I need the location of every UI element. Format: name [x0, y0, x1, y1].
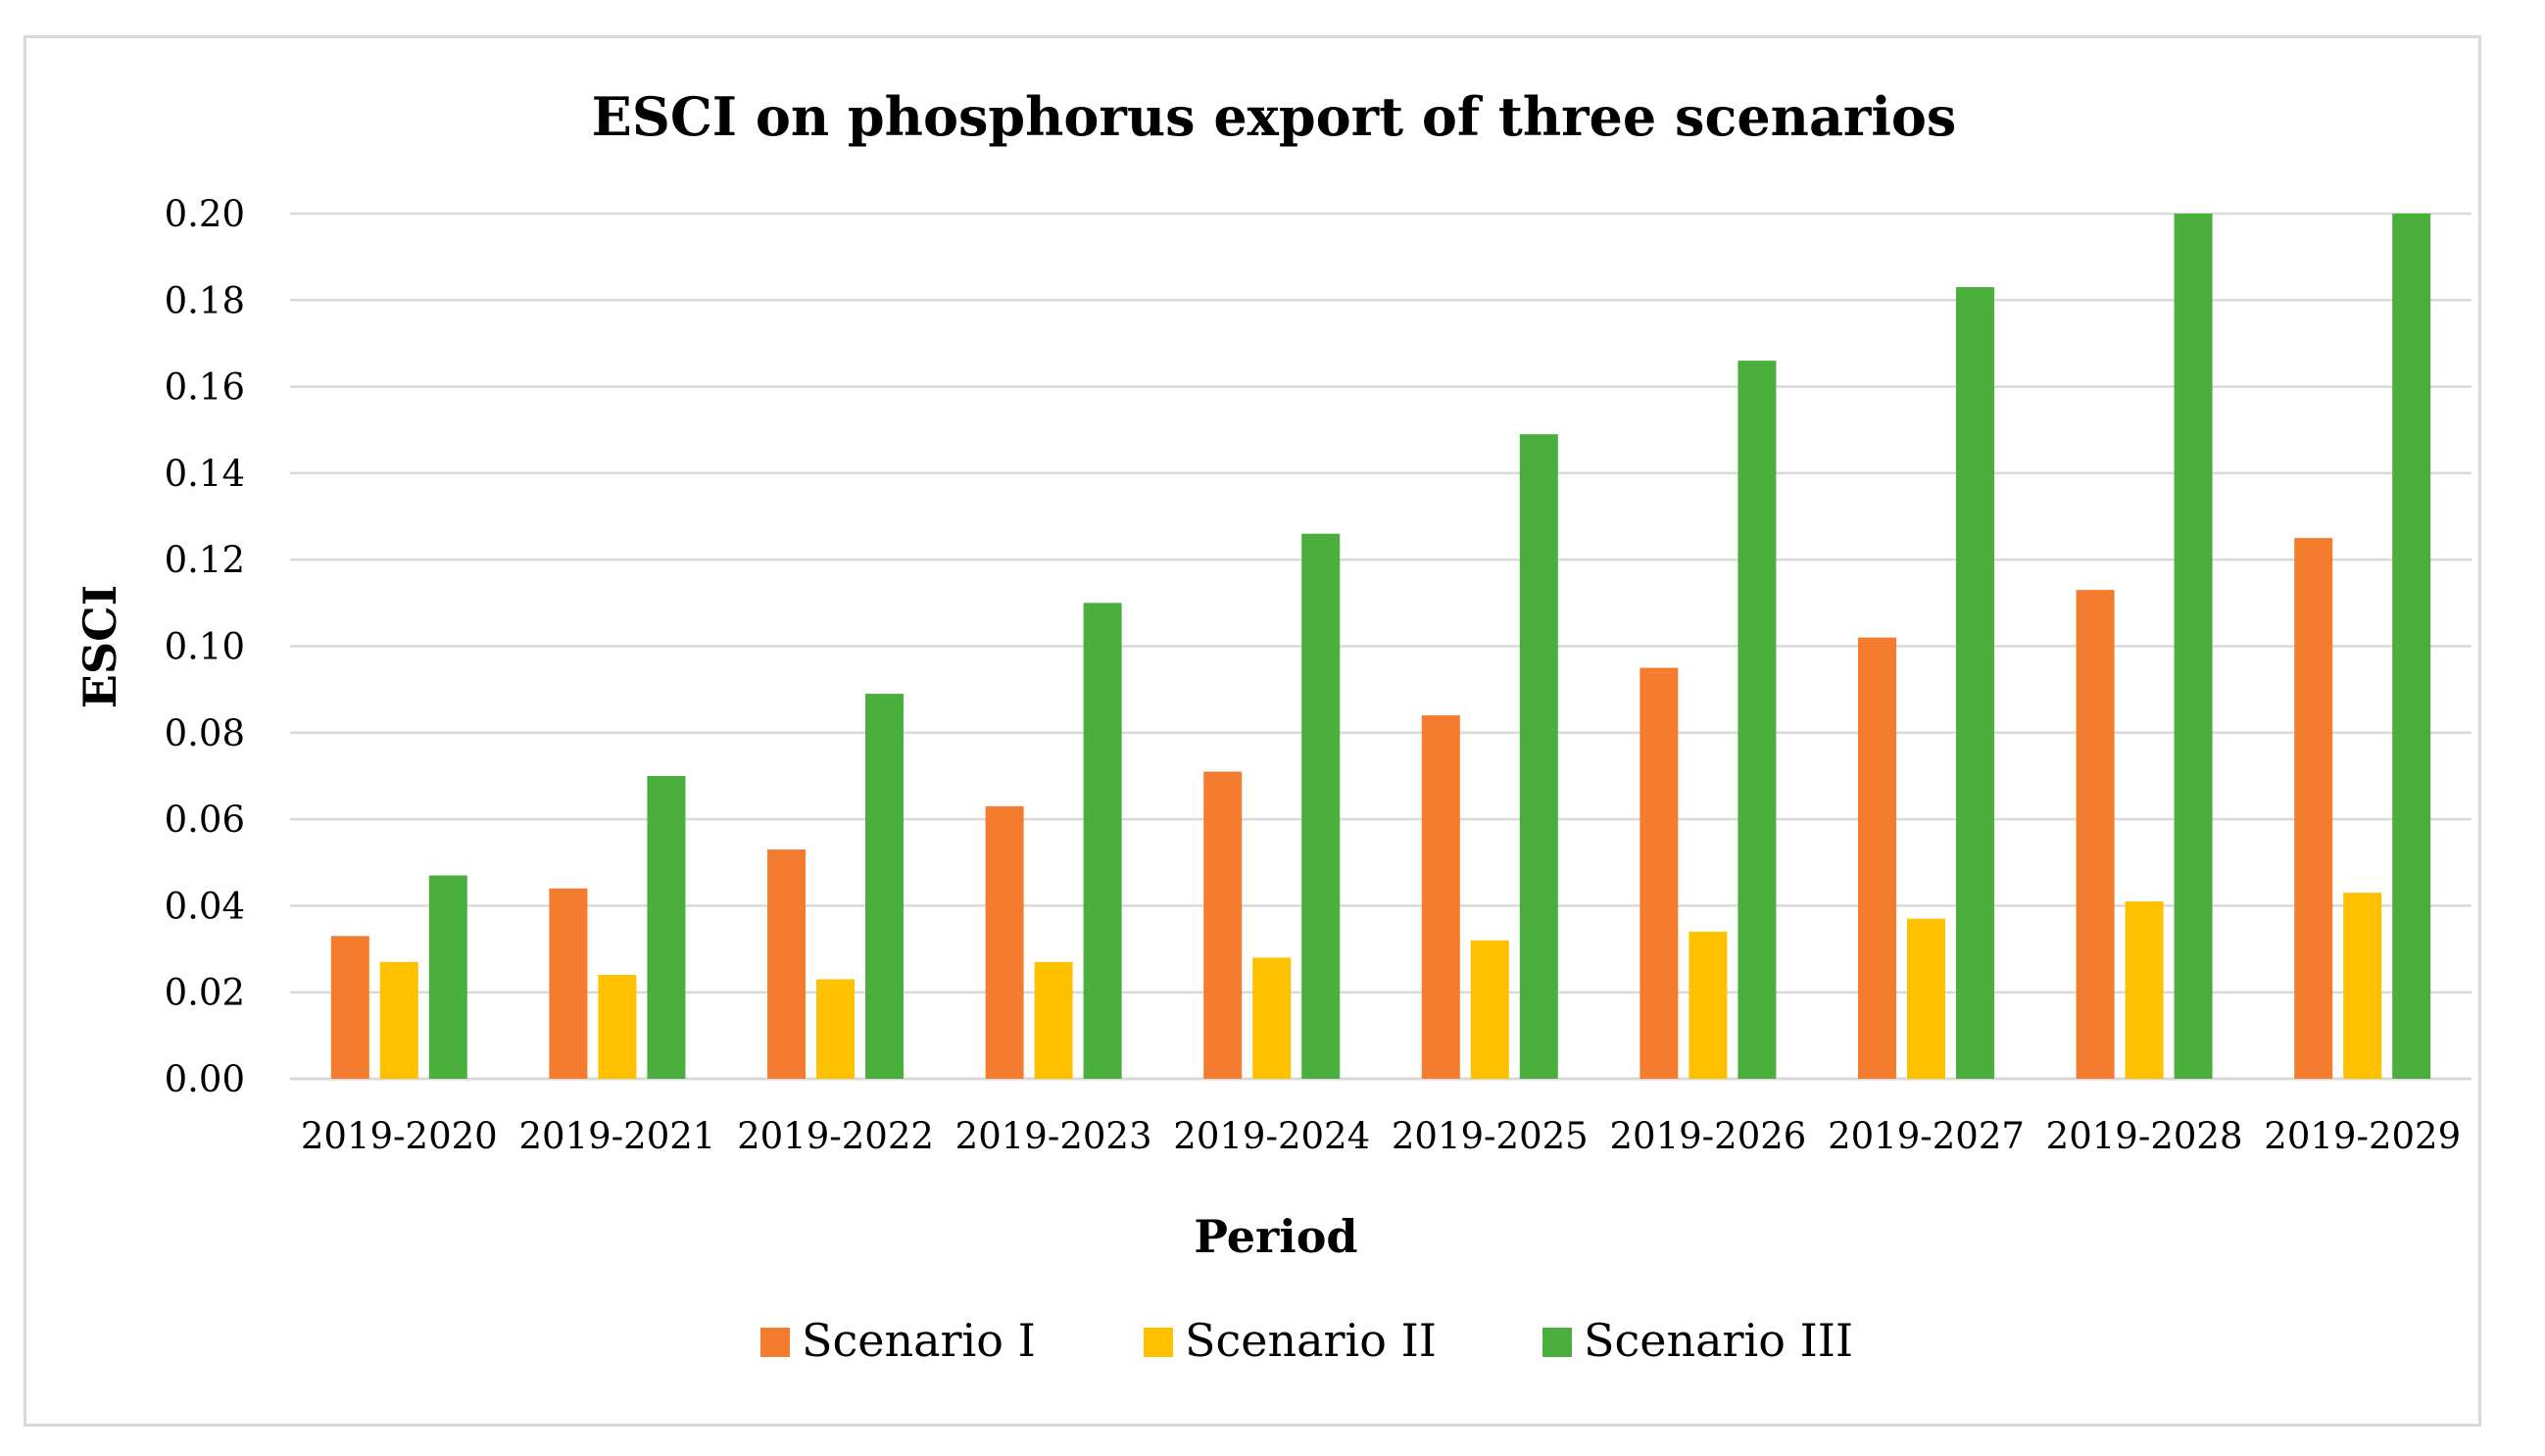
x-tick-label: 2019-2025 — [1392, 1115, 1589, 1157]
x-tick-label: 2019-2026 — [1609, 1115, 1806, 1157]
y-tick-label: 0.00 — [165, 1058, 245, 1100]
bar-scenario-ii-2019-2029 — [2343, 893, 2382, 1079]
legend-label: Scenario I — [802, 1314, 1036, 1367]
bar-scenario-i-2019-2020 — [330, 936, 369, 1079]
y-tick-label: 0.14 — [165, 453, 245, 495]
bar-scenario-i-2019-2027 — [1858, 637, 1896, 1079]
bar-scenario-iii-2019-2025 — [1519, 434, 1558, 1079]
y-axis-title: ESCI — [73, 585, 126, 708]
x-axis-ticks: 2019-2020 2019-2021 2019-2022 2019-2023 2019… — [301, 1115, 2461, 1157]
bar-scenario-iii-2019-2029 — [2392, 214, 2431, 1079]
x-axis-title: Period — [1194, 1210, 1357, 1263]
bar-scenario-ii-2019-2024 — [1252, 957, 1292, 1079]
y-tick-label: 0.12 — [165, 539, 245, 581]
bar-scenario-i-2019-2025 — [1421, 715, 1460, 1079]
bar-scenario-ii-2019-2023 — [1034, 961, 1073, 1079]
bar-scenario-ii-2019-2021 — [598, 975, 637, 1079]
bar-scenario-ii-2019-2028 — [2125, 900, 2164, 1079]
bar-scenario-i-2019-2023 — [985, 805, 1024, 1079]
bar-scenario-iii-2019-2020 — [428, 875, 467, 1079]
y-tick-label: 0.10 — [165, 626, 245, 668]
chart-title: ESCI on phosphorus export of three scena… — [592, 85, 1957, 148]
legend: Scenario I Scenario II Scenario III — [760, 1314, 1853, 1367]
bar-scenario-iii-2019-2028 — [2174, 214, 2213, 1079]
bar-scenario-iii-2019-2027 — [1956, 287, 1994, 1079]
x-tick-label: 2019-2028 — [2046, 1115, 2243, 1157]
x-tick-label: 2019-2027 — [1828, 1115, 2025, 1157]
x-tick-label: 2019-2023 — [955, 1115, 1152, 1157]
bar-scenario-i-2019-2021 — [549, 888, 588, 1079]
bar-scenario-i-2019-2028 — [2076, 590, 2115, 1079]
chart-frame — [24, 35, 2481, 1427]
bar-scenario-i-2019-2022 — [767, 849, 806, 1079]
legend-label: Scenario II — [1185, 1314, 1437, 1367]
bar-scenario-iii-2019-2026 — [1737, 361, 1777, 1079]
bar-scenario-ii-2019-2027 — [1907, 918, 1945, 1079]
y-tick-label: 0.20 — [165, 193, 245, 235]
y-tick-label: 0.04 — [165, 885, 245, 927]
y-tick-label: 0.18 — [165, 279, 245, 321]
y-tick-label: 0.16 — [165, 366, 245, 409]
bar-scenario-ii-2019-2025 — [1470, 940, 1509, 1079]
bar-scenario-iii-2019-2021 — [647, 775, 686, 1079]
x-tick-label: 2019-2029 — [2264, 1115, 2461, 1157]
legend-swatch-scenario-i — [760, 1328, 790, 1357]
y-tick-label: 0.08 — [165, 712, 245, 754]
bar-scenario-iii-2019-2024 — [1301, 533, 1341, 1079]
x-tick-label: 2019-2020 — [301, 1115, 498, 1157]
bars — [330, 214, 2431, 1079]
legend-swatch-scenario-ii — [1144, 1328, 1173, 1357]
y-axis-ticks: 0.00 0.02 0.04 0.06 0.08 0.10 0.12 0.14 0.16 0.18… — [165, 193, 245, 1100]
bar-scenario-ii-2019-2022 — [816, 979, 855, 1079]
x-tick-label: 2019-2021 — [518, 1115, 715, 1157]
bar-scenario-ii-2019-2020 — [379, 961, 418, 1079]
bar-scenario-i-2019-2029 — [2294, 538, 2333, 1079]
bar-scenario-iii-2019-2023 — [1083, 603, 1122, 1079]
y-tick-label: 0.02 — [165, 972, 245, 1014]
bar-scenario-i-2019-2024 — [1203, 771, 1243, 1079]
bar-scenario-iii-2019-2022 — [865, 694, 904, 1079]
legend-swatch-scenario-iii — [1542, 1328, 1572, 1357]
legend-label: Scenario III — [1584, 1314, 1853, 1367]
x-tick-label: 2019-2024 — [1173, 1115, 1370, 1157]
bar-scenario-ii-2019-2026 — [1689, 931, 1728, 1079]
bar-scenario-i-2019-2026 — [1640, 667, 1679, 1079]
x-tick-label: 2019-2022 — [737, 1115, 934, 1157]
y-tick-label: 0.06 — [165, 799, 245, 841]
